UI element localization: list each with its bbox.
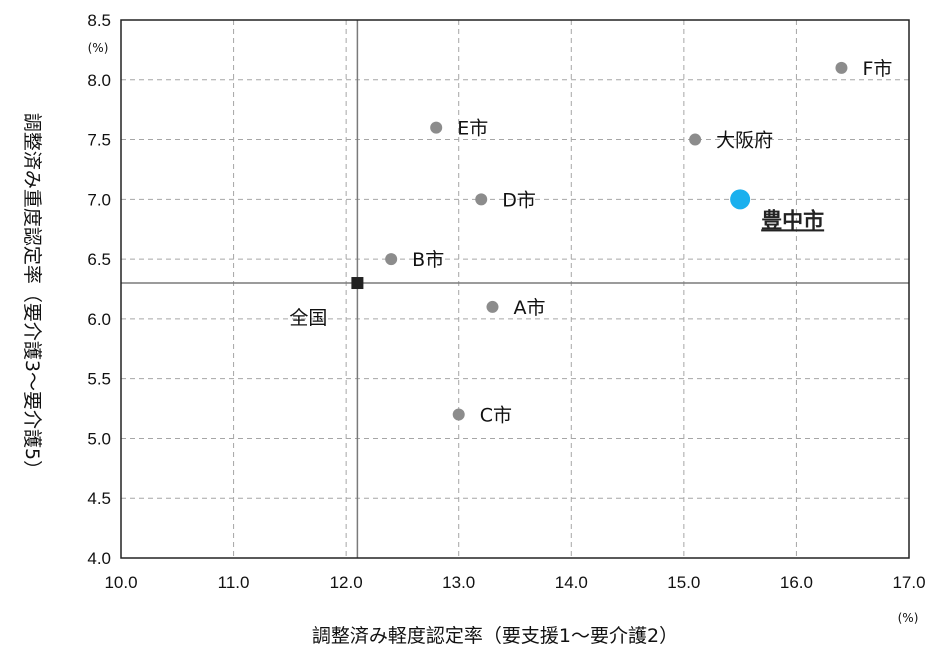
data-point-label: D市 [502, 189, 536, 211]
data-point-label: A市 [513, 297, 545, 319]
y-axis-label: 調整済み重度認定率（要介護3～要介護5） [21, 113, 43, 479]
data-point-marker [835, 61, 848, 74]
data-point-marker [452, 408, 465, 421]
y-tick-label: 5.0 [87, 429, 111, 448]
x-tick-label: 14.0 [555, 573, 588, 592]
data-point-label: 大阪府 [716, 130, 773, 152]
data-point-marker [430, 121, 443, 134]
data-point-marker [351, 277, 364, 290]
data-point-marker [730, 189, 751, 210]
data-point-label: 豊中市 [761, 208, 824, 232]
x-tick-label: 11.0 [218, 573, 250, 592]
y-tick-label: 6.0 [87, 310, 111, 329]
y-tick-label: 7.0 [87, 190, 111, 209]
data-point-label: E市 [457, 118, 488, 140]
reference-lines [121, 20, 909, 558]
y-axis-ticks: 4.0 4.5 5.0 5.5 6.0 6.5 7.0 7.5 8.0 8.5 [87, 11, 111, 568]
data-point-label: B市 [412, 249, 444, 271]
y-tick-label: 4.0 [87, 549, 111, 568]
y-axis-unit: (%) [88, 41, 109, 55]
y-tick-label: 7.5 [87, 131, 111, 150]
data-point-label: 全国 [289, 307, 327, 329]
x-tick-label: 13.0 [442, 573, 475, 592]
x-tick-label: 16.0 [780, 573, 813, 592]
plot-area [120, 19, 910, 559]
data-point-label: C市 [480, 405, 512, 427]
data-point-marker [475, 193, 488, 206]
y-tick-label: 8.0 [87, 71, 111, 90]
y-tick-label: 4.5 [87, 489, 111, 508]
y-tick-label: 6.5 [87, 250, 111, 269]
x-axis-label: 調整済み軽度認定率（要支援1～要介護2） [312, 625, 678, 647]
x-axis-ticks: 10.0 11.0 12.0 13.0 14.0 15.0 16.0 17.0 [104, 573, 925, 592]
y-tick-label: 8.5 [87, 11, 111, 30]
y-tick-label: 5.5 [87, 370, 111, 389]
x-tick-label: 12.0 [330, 573, 363, 592]
x-tick-label: 15.0 [667, 573, 700, 592]
x-axis-unit: (%) [898, 611, 919, 625]
x-tick-label: 10.0 [104, 573, 137, 592]
data-point-marker [689, 133, 702, 146]
x-tick-label: 17.0 [892, 573, 925, 592]
grid-lines [121, 20, 909, 558]
data-point-marker [486, 300, 499, 313]
data-point-label: F市 [862, 58, 892, 80]
data-point-marker [385, 253, 398, 266]
